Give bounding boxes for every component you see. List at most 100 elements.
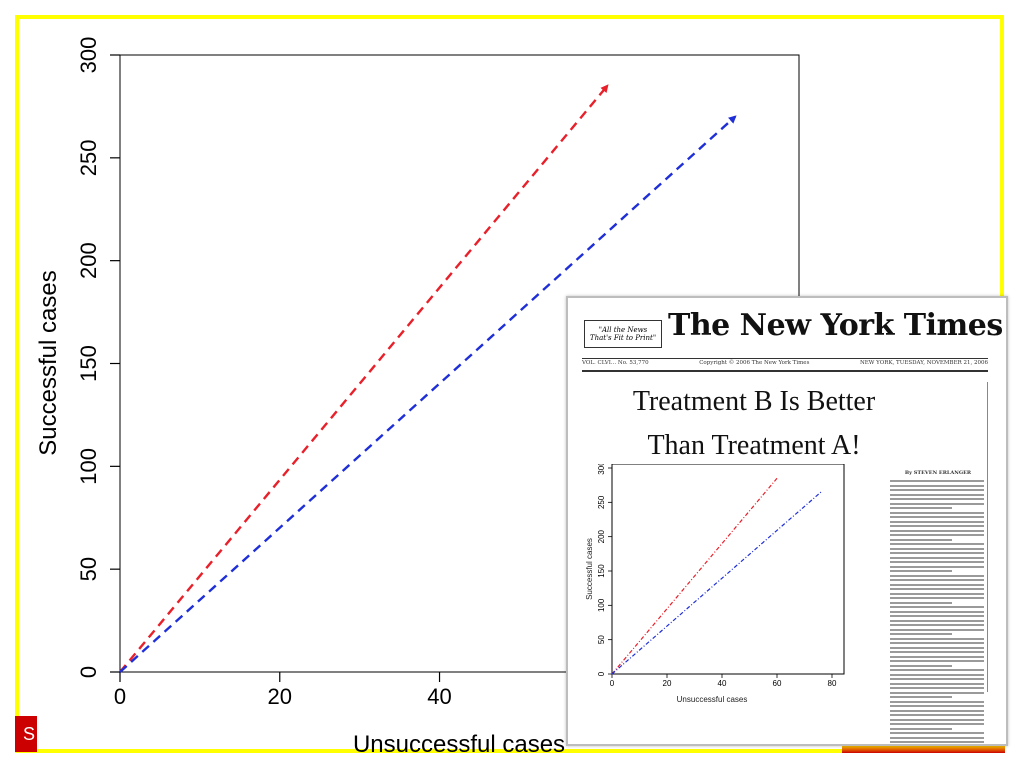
article-text-line [890,529,984,532]
article-text-line [890,547,984,550]
article-text-line [890,525,984,527]
article-text-line [890,489,984,491]
y-tick-label: 300 [597,464,606,475]
article-text-line [890,642,984,644]
article-text-line [890,493,984,496]
article-text-line [890,673,984,676]
y-tick-label: 250 [76,139,101,176]
article-text-line [890,651,984,653]
article-text-line [890,655,984,658]
y-tick-label: 0 [597,671,606,676]
article-text-line [890,723,984,725]
y-tick-label: 150 [76,345,101,382]
article-text-line [890,502,984,505]
inset-chart: 0 50 100 150 200 250 300 0 20 40 60 80 Successful … [585,464,845,704]
article-text-line [890,732,984,734]
y-tick-label: 250 [597,495,606,509]
y-tick-label: 0 [76,666,101,678]
article-text-line [890,552,984,554]
series-line-1 [119,115,737,673]
article-text-line [890,484,984,487]
x-tick-label: 20 [268,684,292,709]
x-axis: 0 20 40 [114,672,452,709]
x-axis-label: Unsuccessful cases [353,731,565,758]
footer-left-tab: S [15,716,37,752]
article-text-line [890,696,952,698]
series-line-1 [611,491,822,675]
y-tick-label: 200 [597,529,606,543]
y-axis-label: Successful cases [35,270,62,455]
newspaper-masthead: The New York Times [668,308,1003,343]
article-text-line [890,727,952,730]
y-tick-label: 50 [597,635,606,644]
article-text-line [890,556,984,559]
article-text-line [890,700,984,703]
article-text-line [890,628,984,631]
article-text-line [890,682,984,685]
article-text-line [890,574,984,577]
inset-x-axis: 0 20 40 60 80 [610,674,837,688]
article-text-line [890,565,984,568]
inset-plot-box [611,464,845,675]
x-tick-label: 80 [828,679,837,688]
ear-line-2: That's Fit to Print" [589,334,657,342]
headline-line-1: Treatment B Is Better [632,386,876,417]
inset-x-axis-label: Unsuccessful cases [677,695,748,704]
x-tick-label: 20 [663,679,672,688]
series-line-0 [611,477,778,675]
newspaper-ear: "All the News That's Fit to Print" [584,320,662,348]
article-text-line [890,691,984,694]
article-text-line [890,705,984,707]
article-text-line [890,741,984,743]
dateline-volume: VOL. CLVI... No. 53,770 [582,360,649,366]
article-text-line [890,538,952,541]
article-text-line [890,687,984,689]
x-tick-label: 60 [773,679,782,688]
headline-line-2: Than Treatment A! [647,430,861,461]
ear-line-1: "All the News [598,326,648,334]
article-text-line [890,714,984,716]
article-text-line [890,718,984,721]
article-text-line [890,534,984,536]
y-tick-label: 50 [76,557,101,581]
x-tick-label: 40 [427,684,451,709]
article-text-column [890,480,984,747]
article-text-line [890,516,984,518]
article-text-line [890,660,984,662]
article-text-line [890,619,984,622]
article-text-line [890,746,984,747]
article-text-line [890,579,984,581]
article-text-line [890,709,984,712]
article-byline: By STEVEN ERLANGER [904,470,972,476]
series-line-0 [119,84,609,673]
article-text-line [890,646,984,649]
rule [582,358,988,359]
y-tick-label: 200 [76,242,101,279]
footer-right-bar [842,745,1005,753]
article-text-line [890,597,984,599]
dateline-date: NEW YORK, TUESDAY, NOVEMBER 21, 2006 [859,360,988,366]
y-axis: 0 50 100 150 200 250 300 [76,37,120,678]
dateline-copyright: Copyright © 2006 The New York Times [699,360,810,366]
y-tick-label: 100 [597,598,606,612]
article-text-line [890,606,984,608]
inset-series-group [611,477,822,675]
newspaper-headline: Treatment B Is Better Than Treatment A! [584,380,924,468]
x-tick-label: 0 [114,684,126,709]
article-text-line [890,624,984,626]
article-text-line [890,615,984,617]
article-text-line [890,520,984,523]
article-text-line [890,561,984,563]
series-group [119,84,737,673]
article-text-line [890,637,984,640]
x-tick-label: 0 [610,679,615,688]
article-text-line [890,570,952,572]
article-text-line [890,664,952,667]
article-text-line [890,507,952,509]
article-text-line [890,588,984,590]
article-text-line [890,601,952,604]
article-text-line [890,736,984,739]
column-rule [987,382,988,692]
y-tick-label: 100 [76,448,101,485]
